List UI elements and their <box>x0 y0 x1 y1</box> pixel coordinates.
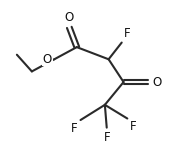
Text: O: O <box>65 11 74 24</box>
Text: O: O <box>43 53 52 66</box>
Text: F: F <box>71 122 78 135</box>
Text: F: F <box>124 27 130 40</box>
Text: F: F <box>103 131 110 144</box>
Text: O: O <box>152 75 161 89</box>
Text: F: F <box>130 120 137 133</box>
